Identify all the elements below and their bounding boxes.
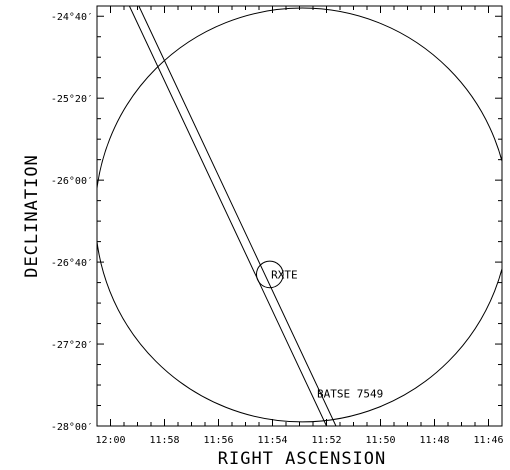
y-tick-label: -25°20′: [51, 94, 93, 105]
y-tick-label: -24°40′: [51, 12, 93, 23]
y-axis-title: DECLINATION: [22, 154, 42, 278]
batse-error-circle: [97, 7, 502, 423]
tick-marks: [96, 6, 503, 427]
x-tick-labels: 12:00 11:58 11:56 11:54 11:52 11:50 11:48 11:46: [95, 435, 503, 446]
map-shapes: [97, 6, 502, 426]
y-tick-label: -26°00′: [51, 176, 93, 187]
x-tick-label: 11:56: [203, 435, 233, 446]
y-tick-label: -26°40′: [51, 258, 93, 269]
ipn-annulus-line: [138, 6, 337, 426]
x-tick-label: 11:58: [149, 435, 179, 446]
x-tick-label: 11:52: [311, 435, 341, 446]
x-tick-label: 12:00: [95, 435, 125, 446]
x-axis-title: RIGHT ASCENSION: [218, 449, 387, 469]
y-tick-label: -27°20′: [51, 340, 93, 351]
ipn-annulus-line: [128, 6, 327, 426]
x-tick-label: 11:46: [473, 435, 503, 446]
x-tick-label: 11:50: [365, 435, 395, 446]
y-tick-labels: -24°40′ -25°20′ -26°00′ -26°40′ -27°20′ -28°0…: [51, 12, 93, 433]
annotation-label: RXTE: [271, 268, 298, 281]
rxte-error-circle: [255, 260, 284, 289]
x-tick-label: 11:48: [419, 435, 449, 446]
annotation-label: BATSE 7549: [317, 387, 383, 400]
y-tick-label: -28°00′: [51, 422, 93, 433]
annotations: RXTE BATSE 7549: [271, 268, 383, 400]
x-tick-label: 11:54: [257, 435, 287, 446]
